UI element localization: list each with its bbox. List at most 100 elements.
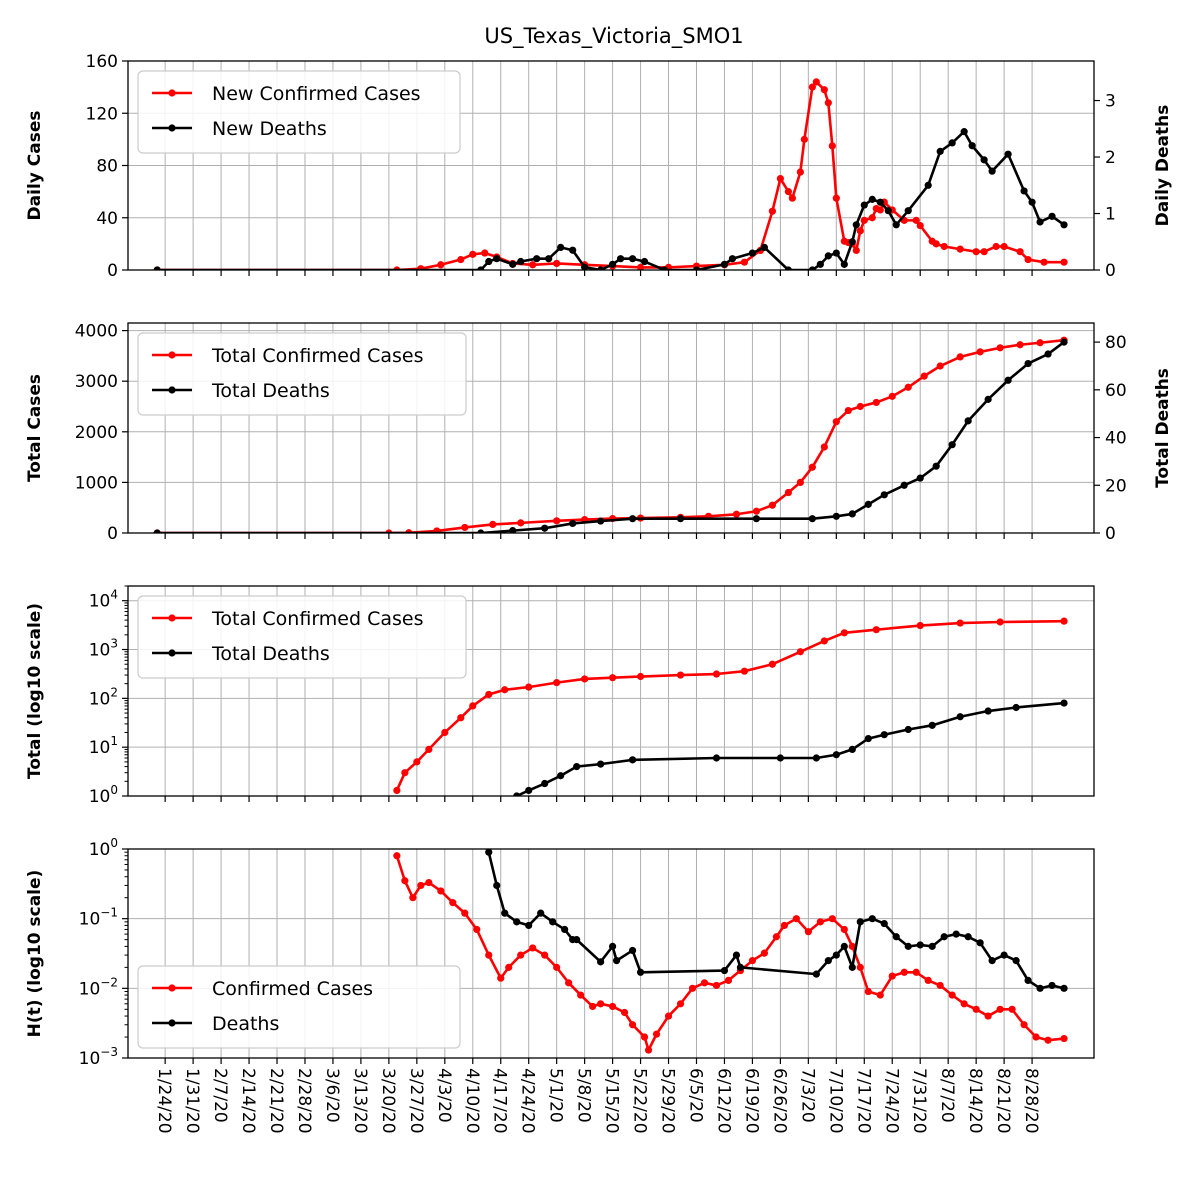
legend-marker <box>168 1019 176 1027</box>
data-point <box>577 991 585 999</box>
series-total-deaths <box>153 338 1068 533</box>
y-tick-label: 100 <box>89 836 118 860</box>
plot-frame <box>127 322 1095 534</box>
data-point <box>413 758 421 766</box>
data-point <box>772 933 780 941</box>
plot-area <box>393 617 1068 796</box>
x-tick-label: 8/21/20 <box>993 1068 1013 1134</box>
data-point <box>916 941 924 949</box>
legend-label: Deaths <box>212 1013 279 1035</box>
data-point <box>553 259 561 268</box>
data-point <box>880 919 888 928</box>
data-point <box>972 248 980 256</box>
legend-item-new-deaths: New Deaths <box>152 118 327 140</box>
data-point <box>728 255 737 263</box>
data-point <box>676 1000 685 1008</box>
x-tick-label: 8/28/20 <box>1021 1068 1041 1134</box>
data-point <box>509 527 517 533</box>
y-tick-label: 1000 <box>75 473 118 493</box>
plot-area <box>153 78 1068 270</box>
data-point <box>812 78 820 86</box>
data-point <box>856 227 864 235</box>
y-tick-label: 160 <box>86 52 118 72</box>
x-tick-label: 3/13/20 <box>350 1068 370 1134</box>
y-axis-label: Total Cases <box>25 374 45 482</box>
data-point <box>153 266 161 270</box>
data-point <box>1004 376 1012 384</box>
data-point <box>1060 338 1068 346</box>
data-point <box>916 621 924 630</box>
series-confirmed-cases <box>393 852 1068 1054</box>
data-point <box>541 524 549 532</box>
data-point <box>920 372 928 380</box>
legend-marker <box>168 351 176 359</box>
data-point <box>1020 1021 1028 1029</box>
data-point <box>740 258 749 266</box>
data-point <box>1012 957 1020 965</box>
data-point <box>760 243 769 252</box>
data-point <box>628 255 637 263</box>
data-point <box>573 763 581 771</box>
data-point <box>840 260 848 268</box>
legend-label: Total Deaths <box>211 643 330 665</box>
data-point <box>597 517 605 525</box>
data-point <box>832 194 840 202</box>
plot-area <box>393 849 1068 1054</box>
data-point <box>748 249 757 257</box>
legend: Total Confirmed Cases Total Deaths <box>137 332 467 416</box>
data-point <box>840 629 848 637</box>
x-tick-label: 4/24/20 <box>518 1068 538 1134</box>
data-point <box>1008 1005 1016 1013</box>
data-point <box>784 188 792 196</box>
data-point <box>553 679 561 687</box>
data-point <box>828 142 836 150</box>
y-axis-label: Daily Cases <box>25 111 45 221</box>
data-point <box>824 957 832 965</box>
data-point <box>956 713 964 721</box>
data-point <box>581 263 589 270</box>
data-point <box>732 510 741 518</box>
data-point <box>736 963 745 971</box>
data-point <box>1060 699 1068 707</box>
data-point <box>848 963 856 971</box>
y-tick-label: 120 <box>86 104 118 124</box>
panel-hazard: 10−3 10−2 10−1 100 H(t) (log10 scale) Confirm… <box>25 836 1095 1069</box>
y-right-tick-label: 0 <box>1105 524 1116 544</box>
x-tick-label: 7/24/20 <box>881 1068 901 1134</box>
legend-marker <box>168 89 176 97</box>
data-point <box>700 979 709 987</box>
data-point <box>876 198 884 206</box>
data-point <box>768 501 776 509</box>
data-point <box>880 731 888 739</box>
legend-item-total-confirmed-cases: Total Confirmed Cases <box>152 608 424 630</box>
data-point <box>848 510 856 518</box>
data-point <box>676 515 685 523</box>
plot-frame <box>127 848 1095 1059</box>
data-point <box>784 266 792 270</box>
data-point <box>784 488 792 497</box>
data-point <box>984 1012 992 1020</box>
data-point <box>628 515 637 523</box>
y-tick-label: 40 <box>96 209 118 229</box>
data-point <box>980 248 988 256</box>
data-point <box>812 970 820 978</box>
data-point <box>712 754 721 762</box>
data-point <box>616 255 625 263</box>
data-point <box>493 881 501 890</box>
data-point <box>820 637 828 645</box>
x-tick-label: 2/28/20 <box>294 1068 314 1134</box>
data-point <box>712 981 721 990</box>
data-point <box>892 221 900 229</box>
data-point <box>912 968 920 976</box>
data-point <box>485 690 493 699</box>
legend-label: New Confirmed Cases <box>212 83 421 105</box>
data-point <box>557 772 565 780</box>
data-point <box>932 240 940 248</box>
y-right-tick-label: 2 <box>1105 148 1116 168</box>
data-point <box>1048 212 1056 220</box>
series-line <box>516 701 1065 796</box>
data-point <box>636 672 645 681</box>
y-right-tick-label: 80 <box>1105 333 1127 353</box>
data-point <box>608 674 617 682</box>
x-tick-label: 3/6/20 <box>322 1068 342 1123</box>
